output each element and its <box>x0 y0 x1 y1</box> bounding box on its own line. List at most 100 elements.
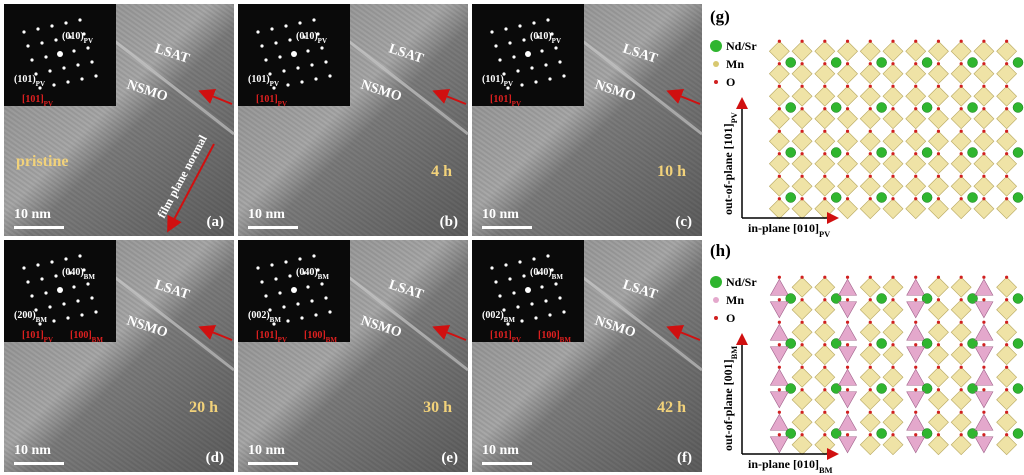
o-atom <box>845 197 850 201</box>
fft-spot <box>62 66 66 70</box>
o-atom <box>777 320 781 324</box>
fft-spot <box>52 319 56 323</box>
o-atom <box>823 433 827 437</box>
octahedron <box>950 344 972 366</box>
fft-spot <box>284 24 288 28</box>
octahedron <box>996 40 1018 62</box>
fft-label-main: (010) <box>296 31 318 42</box>
o-atom <box>823 365 827 369</box>
o-atom <box>891 343 895 347</box>
interface <box>332 263 469 372</box>
fft-spot <box>532 21 536 25</box>
fft-spot <box>530 302 534 306</box>
octahedron <box>905 85 927 107</box>
octahedron <box>837 108 858 130</box>
o-atom <box>868 129 872 133</box>
octahedron <box>973 85 995 107</box>
fft-inset: (010)PV(101)PV[101]PV <box>4 4 116 108</box>
fft-spot <box>498 58 502 62</box>
fft-spot <box>508 41 512 45</box>
ndsr-atom <box>876 338 887 349</box>
octahedron <box>791 276 813 298</box>
o-atom <box>1005 107 1009 111</box>
fft-label-main: [101] <box>256 94 278 105</box>
arrow <box>198 325 233 341</box>
octahedron <box>837 198 858 220</box>
o-atom <box>982 433 986 437</box>
o-atom <box>959 275 963 279</box>
condition-label: 30 h <box>423 399 452 416</box>
fft-spot <box>300 80 304 84</box>
octahedron <box>928 389 949 411</box>
octahedron <box>928 411 949 433</box>
fft-spot <box>282 69 286 73</box>
fft-spot <box>512 55 516 59</box>
fft-spot <box>518 260 522 264</box>
o-atom <box>777 174 781 178</box>
octahedron <box>791 411 813 433</box>
fft-spot <box>506 322 510 326</box>
o-atom <box>891 174 895 178</box>
o-atom <box>936 365 941 369</box>
fft-spot <box>270 263 274 267</box>
y-axis-label: out-of-plane [001]BM <box>721 346 739 451</box>
octahedron <box>996 366 1018 388</box>
fft-spot <box>286 83 290 87</box>
octahedron <box>791 40 813 62</box>
ndsr-atom <box>921 192 933 203</box>
o-atom <box>936 275 941 279</box>
panel-letter: (f) <box>677 450 692 466</box>
fft-spot <box>26 280 30 284</box>
o-atom <box>845 275 850 279</box>
fft-label: [100]BM <box>538 330 571 344</box>
fft-spot <box>291 51 297 57</box>
o-atom <box>777 365 781 369</box>
fft-label-sub: BM <box>318 273 330 281</box>
o-atom <box>800 298 804 302</box>
lattice <box>768 39 1024 220</box>
fft-spot <box>284 260 288 264</box>
octahedron <box>950 108 972 130</box>
scale-label: 10 nm <box>248 443 285 458</box>
o-atom <box>936 39 941 43</box>
o-atom <box>868 388 872 392</box>
panel-letter: (c) <box>675 214 692 230</box>
octahedron <box>814 198 836 220</box>
octahedron <box>882 366 904 388</box>
octahedron <box>859 130 881 152</box>
ndsr-atom <box>1012 57 1024 68</box>
fft-spot <box>30 294 34 298</box>
o-atom <box>914 84 918 88</box>
o-atom <box>891 152 895 156</box>
octahedron <box>791 434 813 456</box>
octahedron <box>950 198 972 220</box>
fft-spot <box>518 24 522 28</box>
o-atom <box>823 320 827 324</box>
fft-spot <box>264 58 268 62</box>
fft-label-main: [100] <box>70 330 92 341</box>
fft-spot <box>44 55 48 59</box>
arrow <box>666 325 701 341</box>
tetrahedron <box>906 368 926 386</box>
condition-label: pristine <box>16 153 68 170</box>
ndsr-atom <box>830 428 842 439</box>
fft-spot <box>36 263 40 267</box>
legend-swatch <box>714 80 718 84</box>
octahedron <box>791 299 813 321</box>
fft-spot <box>80 77 84 81</box>
o-atom <box>914 433 918 437</box>
fft-spot <box>306 285 310 289</box>
ndsr-atom <box>830 192 842 203</box>
fft-label: [101]PV <box>22 94 53 108</box>
fft-spot <box>520 319 524 323</box>
fft-spot <box>525 287 531 293</box>
fft-label-main: [101] <box>490 94 512 105</box>
o-atom <box>891 410 895 414</box>
ndsr-atom <box>967 383 978 394</box>
octahedron <box>791 85 813 107</box>
o-atom <box>1005 129 1009 133</box>
panel-letter: (e) <box>441 450 458 466</box>
fft-label: [101]PV <box>22 330 53 344</box>
legend-label: O <box>726 311 735 325</box>
